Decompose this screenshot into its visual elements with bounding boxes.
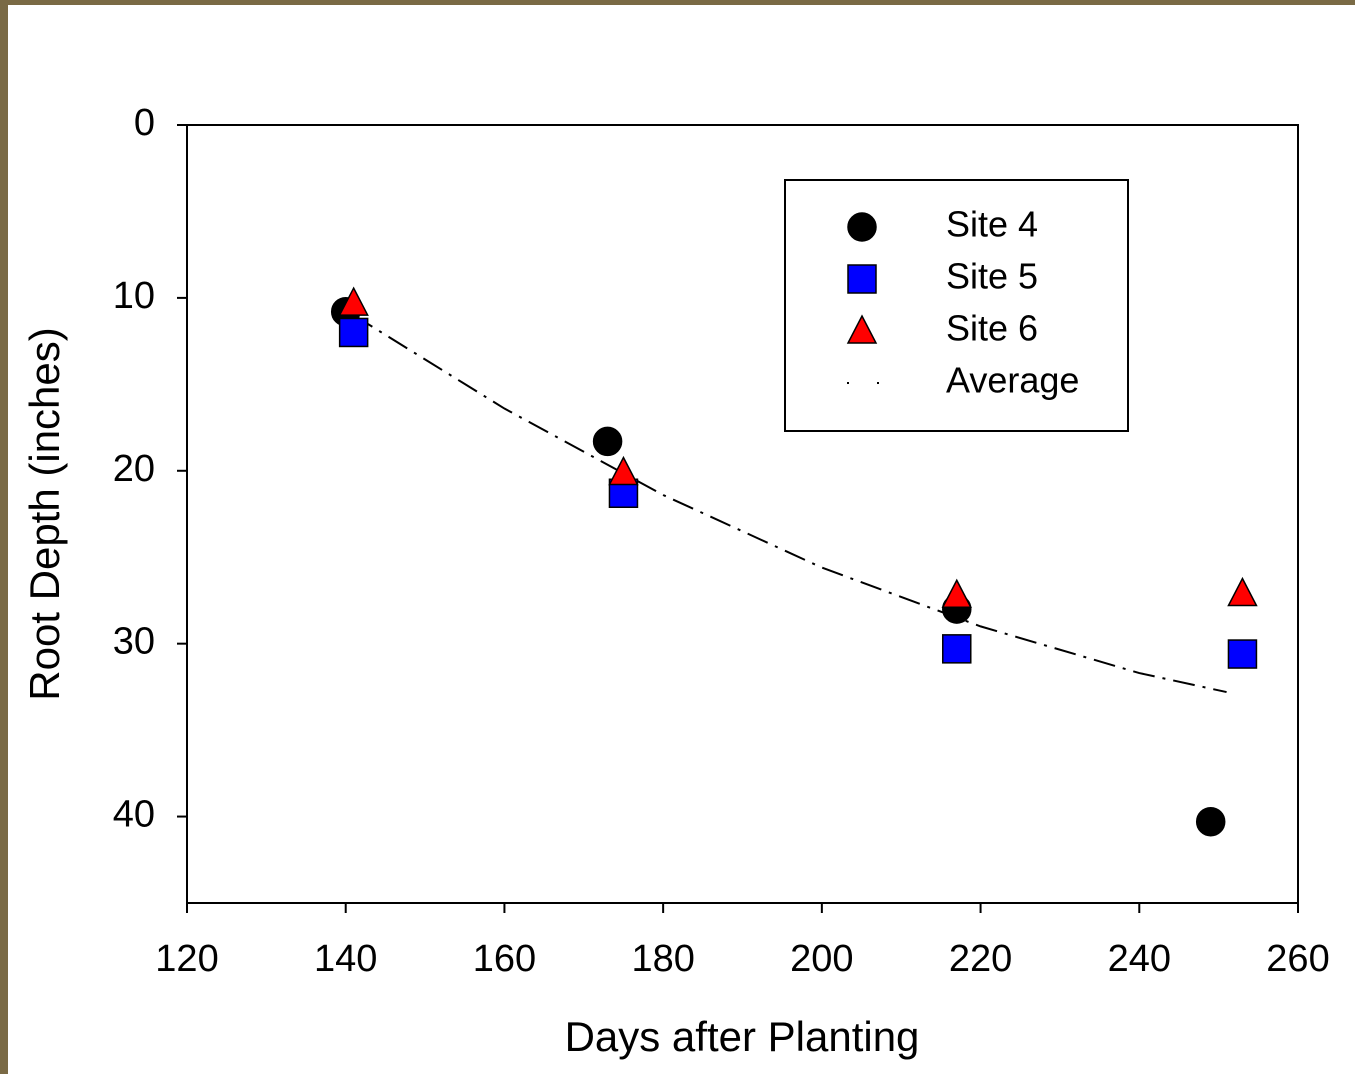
y-tick-label: 10: [113, 275, 155, 317]
y-tick-label: 20: [113, 448, 155, 490]
legend-label: Site 6: [946, 308, 1038, 349]
x-tick-label: 140: [314, 938, 377, 980]
point: [943, 635, 971, 663]
x-tick-label: 200: [790, 938, 853, 980]
point: [1228, 640, 1256, 668]
y-tick-label: 0: [134, 102, 155, 144]
x-tick-label: 220: [949, 938, 1012, 980]
legend-label: Average: [946, 360, 1079, 401]
legend-label: Site 4: [946, 204, 1038, 245]
chart-panel: [8, 5, 1355, 1074]
point: [848, 265, 876, 293]
chart: Days after Planting Root Depth (inches) …: [0, 0, 1355, 1074]
x-axis-title: Days after Planting: [565, 1013, 920, 1060]
legend-label: Site 5: [946, 256, 1038, 297]
point: [1197, 808, 1225, 836]
x-tick-label: 120: [155, 938, 218, 980]
x-tick-label: 240: [1108, 938, 1171, 980]
point: [848, 213, 876, 241]
y-axis-title: Root Depth (inches): [21, 327, 68, 701]
y-tick-label: 30: [113, 621, 155, 663]
x-tick-label: 180: [631, 938, 694, 980]
y-tick-label: 40: [113, 794, 155, 836]
page: {"chart_data": {"type": "scatter", "xlab…: [0, 0, 1355, 1074]
point: [594, 427, 622, 455]
point: [340, 318, 368, 346]
x-tick-label: 160: [473, 938, 536, 980]
x-tick-label: 260: [1266, 938, 1329, 980]
